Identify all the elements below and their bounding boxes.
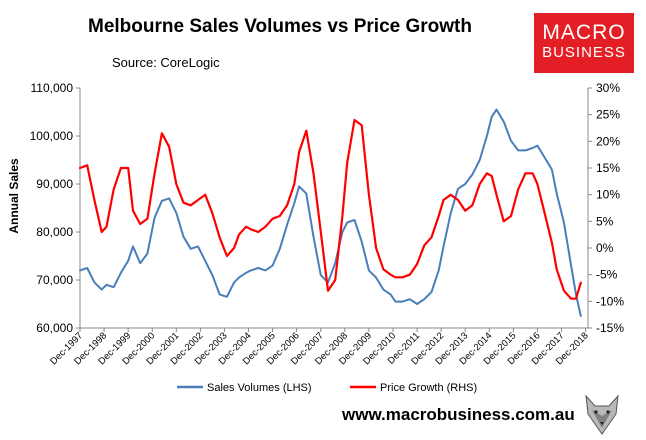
right-tick-label: -5% [596, 268, 618, 282]
macrobusiness-logo: MACRO BUSINESS [534, 13, 634, 73]
right-tick-labels: 30% 25% 20% 15% 10% 5% 0% -5% -10% -15% [588, 81, 624, 335]
legend-label-growth: Price Growth (RHS) [380, 382, 477, 394]
right-tick-label: -10% [596, 294, 624, 308]
series-line-price-growth [78, 118, 582, 300]
left-tick-label: 80,000 [36, 225, 73, 239]
chart-title: Melbourne Sales Volumes vs Price Growth [88, 16, 472, 37]
series-layer [78, 108, 582, 317]
right-tick-label: 15% [596, 161, 620, 175]
left-tick-label: 60,000 [36, 321, 73, 335]
left-tick-label: 100,000 [30, 129, 74, 143]
plot-area [80, 88, 588, 328]
right-tick-label: 5% [596, 214, 614, 228]
left-tick-label: 110,000 [31, 81, 74, 95]
logo-line-2: BUSINESS [542, 44, 626, 61]
right-tick-label: 0% [596, 241, 614, 255]
left-tick-label: 70,000 [36, 273, 73, 287]
x-tick-labels: Dec-1997Dec-1998Dec-1999Dec-2000Dec-2001… [48, 328, 591, 367]
chart-legend: Sales Volumes (LHS) Price Growth (RHS) [177, 382, 477, 394]
series-line-sales-volumes [79, 108, 582, 317]
logo-line-1: MACRO [542, 21, 626, 44]
right-tick-label: 25% [596, 108, 620, 122]
right-tick-label: 10% [596, 188, 620, 202]
source-note: Source: CoreLogic [112, 55, 220, 70]
right-tick-label: 30% [596, 81, 620, 95]
right-tick-label: 20% [596, 134, 620, 148]
left-tick-label: 90,000 [36, 177, 73, 191]
legend-label-sales: Sales Volumes (LHS) [207, 382, 312, 394]
wolf-mascot-icon [585, 394, 619, 435]
y-axis-label: Annual Sales [7, 158, 21, 234]
left-tick-labels: 110,000 100,000 90,000 80,000 70,000 60,000 [30, 81, 80, 335]
right-tick-label: -15% [596, 321, 624, 335]
footer-url: www.macrobusiness.com.au [342, 405, 575, 424]
